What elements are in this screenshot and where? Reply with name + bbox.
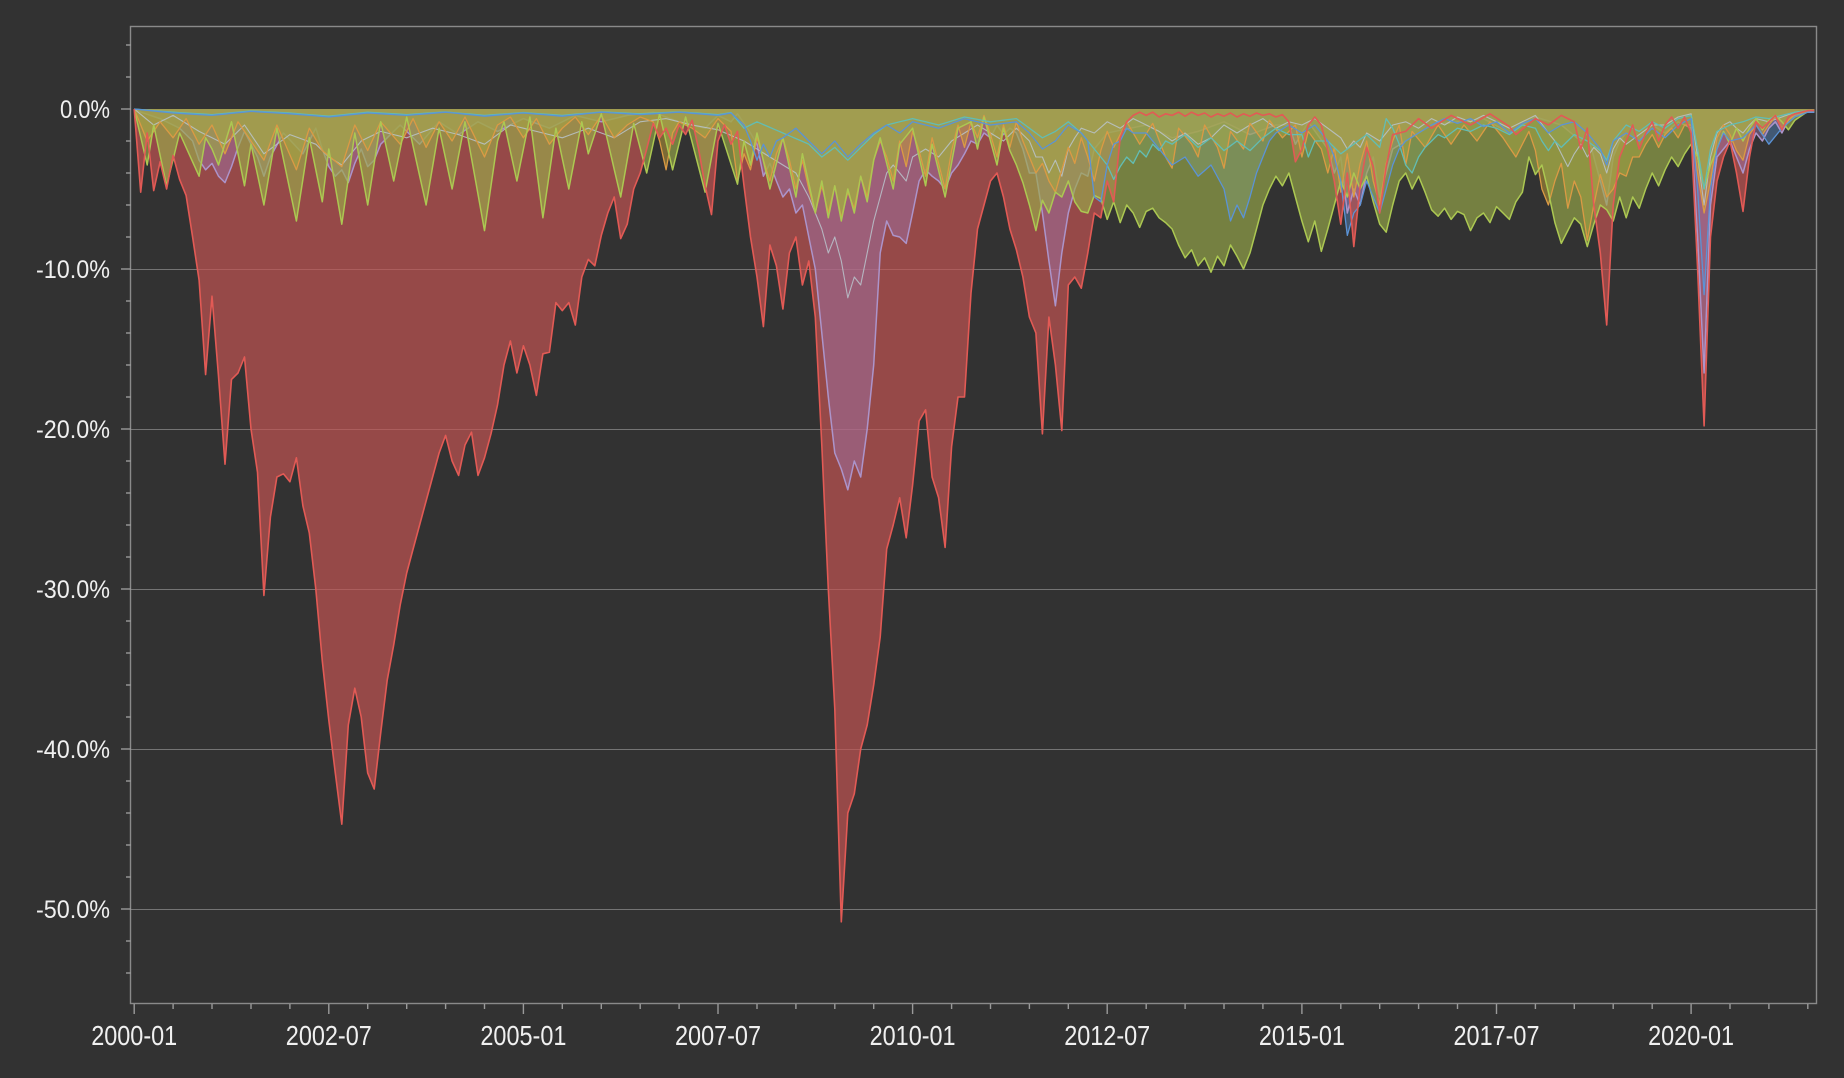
svg-text:-10.0%: -10.0% [36, 256, 110, 284]
svg-text:-20.0%: -20.0% [36, 416, 110, 444]
svg-text:2015-01: 2015-01 [1259, 1020, 1345, 1051]
svg-text:-50.0%: -50.0% [36, 896, 110, 924]
svg-text:-40.0%: -40.0% [36, 736, 110, 764]
svg-text:2007-07: 2007-07 [675, 1020, 761, 1051]
svg-text:2012-07: 2012-07 [1064, 1020, 1150, 1051]
svg-text:2020-01: 2020-01 [1648, 1020, 1734, 1051]
svg-text:2010-01: 2010-01 [870, 1020, 956, 1051]
svg-text:2017-07: 2017-07 [1454, 1020, 1540, 1051]
svg-text:2000-01: 2000-01 [91, 1020, 177, 1051]
svg-text:-30.0%: -30.0% [36, 576, 110, 604]
svg-text:2002-07: 2002-07 [286, 1020, 372, 1051]
svg-text:2005-01: 2005-01 [480, 1020, 566, 1051]
svg-text:0.0%: 0.0% [60, 96, 110, 124]
